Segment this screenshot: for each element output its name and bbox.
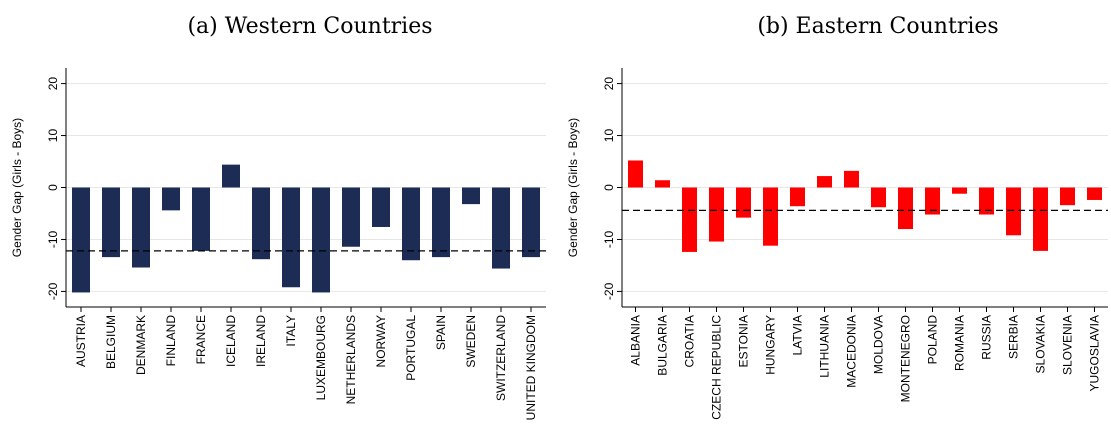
- x-tick-label: MACEDONIA: [845, 315, 859, 388]
- bar: [342, 187, 360, 247]
- y-axis-title: Gender Gap (Girls - Boys): [566, 118, 580, 257]
- bar: [790, 187, 805, 207]
- x-tick-label: SWEDEN: [464, 315, 478, 368]
- bar: [282, 187, 300, 288]
- bar: [952, 187, 967, 194]
- x-tick-label: IRELAND: [254, 315, 268, 367]
- bar: [102, 187, 120, 258]
- x-tick-label: HUNGARY: [764, 315, 778, 375]
- y-tick-label: 10: [602, 129, 616, 143]
- bar: [925, 187, 940, 215]
- x-tick-label: NORWAY: [374, 315, 388, 367]
- bar: [763, 187, 778, 246]
- y-tick-label: 0: [46, 184, 60, 191]
- bar: [898, 187, 913, 230]
- x-tick-label: ROMANIA: [953, 315, 967, 371]
- x-tick-label: YUGOSLAVIA: [1088, 315, 1102, 391]
- y-axis-title: Gender Gap (Girls - Boys): [10, 118, 24, 257]
- x-tick-label: NETHERLANDS: [344, 315, 358, 404]
- x-tick-label: FRANCE: [194, 315, 208, 364]
- y-tick-label: -20: [602, 282, 616, 300]
- y-tick-label: -10: [46, 230, 60, 248]
- bar: [252, 187, 270, 260]
- x-tick-label: LATVIA: [791, 315, 805, 355]
- bar: [817, 176, 832, 188]
- chart-title-western: (a) Western Countries: [187, 14, 433, 39]
- bar: [871, 187, 886, 208]
- bar: [682, 187, 697, 252]
- bar: [222, 164, 240, 188]
- bar: [1087, 187, 1102, 200]
- bar-chart-eastern: -20 -10 0 10 20 Gender Gap (Girls - Boys) ALBA…: [566, 68, 1108, 420]
- x-tick-label: MONTENEGRO: [899, 315, 913, 402]
- y-tick-label: 20: [602, 77, 616, 91]
- bar: [432, 187, 450, 258]
- x-tick-label: SPAIN: [434, 315, 448, 350]
- x-tick-label: ITALY: [284, 315, 298, 347]
- x-tick-label: LITHUANIA: [818, 315, 832, 378]
- x-tick-label: SLOVAKIA: [1034, 315, 1048, 373]
- x-tick-label: UNITED KINGDOM: [524, 315, 538, 420]
- x-tick-label: CROATIA: [683, 315, 697, 367]
- x-tick-label: CZECH REPUBLIC: [710, 315, 724, 420]
- x-tick-label: SERBIA: [1007, 315, 1021, 359]
- x-tick-label: SWITZERLAND: [494, 315, 508, 401]
- x-tick-label: LUXEMBOURG: [314, 315, 328, 400]
- y-tick-label: 0: [602, 184, 616, 191]
- x-tick-label: RUSSIA: [980, 315, 994, 360]
- bar: [522, 187, 540, 258]
- bar: [372, 187, 390, 227]
- bar: [492, 187, 510, 269]
- x-tick-label: POLAND: [926, 315, 940, 365]
- bar: [192, 187, 210, 251]
- x-tick-label: BULGARIA: [656, 315, 670, 376]
- bar: [844, 170, 859, 188]
- x-tick-label: FINLAND: [164, 315, 178, 367]
- x-tick-label: DENMARK: [134, 315, 148, 375]
- bar: [979, 187, 994, 215]
- bar: [1060, 187, 1075, 206]
- x-tick-label: MOLDOVA: [872, 315, 886, 374]
- x-tick-label: BELGIUM: [104, 315, 118, 369]
- bar: [736, 187, 751, 218]
- bar: [462, 187, 480, 205]
- x-tick-label: ALBANIA: [629, 315, 643, 366]
- x-tick-label: AUSTRIA: [74, 315, 88, 367]
- bar: [709, 187, 724, 242]
- x-tick-label: ESTONIA: [737, 315, 751, 367]
- bar: [162, 187, 180, 211]
- bar: [312, 187, 330, 293]
- bar: [72, 187, 90, 293]
- bar: [132, 187, 150, 268]
- y-tick-label: 10: [46, 129, 60, 143]
- y-tick-label: -10: [602, 230, 616, 248]
- y-tick-label: -20: [46, 282, 60, 300]
- chart-title-eastern: (b) Eastern Countries: [757, 14, 999, 39]
- y-tick-label: 20: [46, 77, 60, 91]
- bar: [1033, 187, 1048, 251]
- bar: [655, 180, 670, 188]
- bar: [628, 160, 643, 188]
- x-tick-label: ICELAND: [224, 315, 238, 367]
- bar: [402, 187, 420, 261]
- x-tick-label: SLOVENIA: [1061, 315, 1075, 375]
- x-tick-label: PORTUGAL: [404, 315, 418, 381]
- bar: [1006, 187, 1021, 236]
- bar-chart-western: -20 -10 0 10 20 Gender Gap (Girls - Boys) AUST…: [10, 68, 546, 420]
